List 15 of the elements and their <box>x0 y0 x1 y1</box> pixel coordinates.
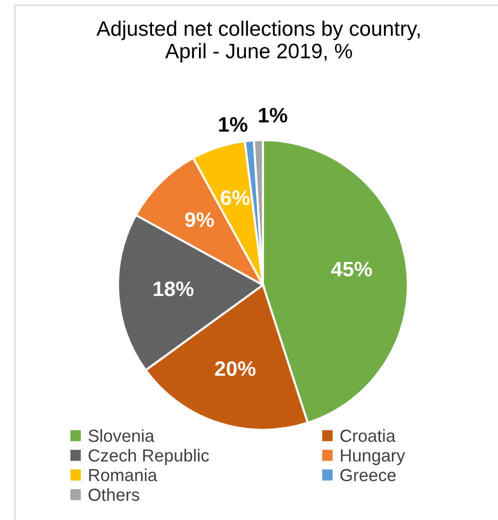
data-label: 9% <box>185 212 214 228</box>
legend-label: Slovenia <box>88 429 154 442</box>
legend-label: Hungary <box>340 450 406 466</box>
legend-label: Others <box>88 488 140 501</box>
data-label: 1% <box>219 117 248 132</box>
legend-label: Croatia <box>340 429 396 442</box>
legend-label: Greece <box>340 468 396 482</box>
data-label: 1% <box>258 108 288 122</box>
chart-title: Adjusted net collections by country, April - June 2019, % <box>96 20 420 63</box>
legend-label: Romania <box>89 468 158 482</box>
data-label: 20% <box>215 361 256 376</box>
data-label: 18% <box>154 281 194 296</box>
data-label: 6% <box>220 190 250 206</box>
data-label: 45% <box>331 262 372 276</box>
legend-label: Czech Republic <box>88 448 209 466</box>
